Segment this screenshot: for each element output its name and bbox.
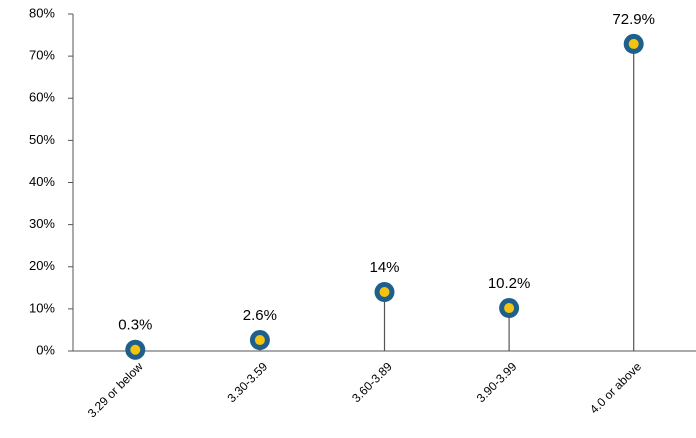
y-tick-label: 20% [29,258,55,273]
y-tick-label: 30% [29,216,55,231]
x-tick-label: 3.90-3.99 [474,359,520,405]
y-tick-label: 80% [29,5,55,20]
value-label: 72.9% [612,11,655,28]
marker-center [130,344,141,355]
y-tick-label: 10% [29,300,55,315]
marker-center [628,38,639,49]
y-tick-label: 60% [29,90,55,105]
y-tick-label: 40% [29,174,55,189]
y-tick-label: 50% [29,132,55,147]
y-tick-label: 70% [29,48,55,63]
marker-center [254,335,265,346]
x-tick-label: 4.0 or above [587,359,644,416]
x-tick-label: 3.30-3.59 [225,359,271,405]
value-label: 14% [369,259,399,276]
y-tick-label: 0% [36,342,55,357]
marker-center [379,287,390,298]
value-label: 10.2% [488,275,531,292]
value-label: 0.3% [118,317,152,334]
value-label: 2.6% [243,307,277,324]
x-tick-label: 3.29 or below [85,359,146,420]
marker-center [504,303,515,314]
x-tick-label: 3.60-3.89 [349,359,395,405]
